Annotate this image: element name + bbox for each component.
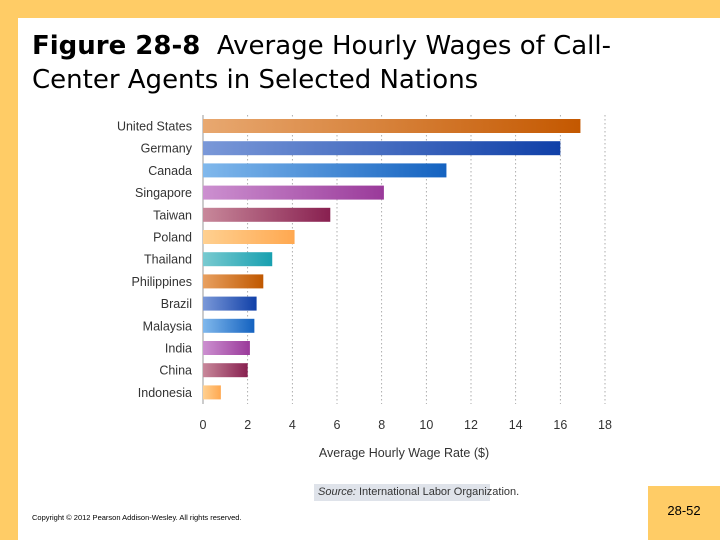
x-tick-label: 4 <box>289 418 296 432</box>
page-number-box: 28-52 <box>648 486 720 540</box>
x-tick-labels: 0 2 4 6 8 10 12 14 16 18 <box>200 418 612 432</box>
x-tick-label: 0 <box>200 418 207 432</box>
bar-india <box>203 341 250 355</box>
category-label-malaysia: Malaysia <box>143 319 192 333</box>
source-label: Source: <box>318 486 356 498</box>
x-tick-label: 8 <box>378 418 385 432</box>
category-label-thailand: Thailand <box>144 253 192 267</box>
figure-title: Average Hourly Wages of Call-Center Agen… <box>32 31 611 95</box>
category-label-taiwan: Taiwan <box>153 208 192 222</box>
category-label-indonesia: Indonesia <box>138 386 192 400</box>
bar-germany <box>203 141 561 156</box>
category-label-india: India <box>165 342 192 356</box>
bar-poland <box>203 230 295 244</box>
left-accent-bar <box>0 0 18 540</box>
category-label-china: China <box>159 364 192 378</box>
x-tick-label: 14 <box>509 418 523 432</box>
bar-singapore <box>203 185 384 200</box>
category-label-united-states: United States <box>117 120 192 134</box>
x-tick-label: 18 <box>598 418 612 432</box>
category-labels: United States Germany Canada Singapore Taiwa… <box>117 120 193 400</box>
category-label-philippines: Philippines <box>132 275 192 289</box>
x-tick-label: 2 <box>244 418 251 432</box>
category-label-germany: Germany <box>141 142 193 156</box>
source-note: Source: International Labor Organization… <box>314 484 519 501</box>
x-tick-label: 12 <box>464 418 478 432</box>
bar-thailand <box>203 252 273 267</box>
x-axis-label: Average Hourly Wage Rate ($) <box>319 446 489 460</box>
bar-malaysia <box>203 318 255 333</box>
x-tick-label: 10 <box>419 418 433 432</box>
bar-china <box>203 363 248 378</box>
category-label-singapore: Singapore <box>135 186 192 200</box>
figure-number: Figure 28-8 <box>32 31 201 61</box>
x-tick-label: 6 <box>334 418 341 432</box>
category-label-brazil: Brazil <box>161 297 192 311</box>
category-label-poland: Poland <box>153 231 192 245</box>
top-accent-bar <box>0 0 720 18</box>
bar-indonesia <box>203 385 221 400</box>
bar-philippines <box>203 274 264 289</box>
source-text: International Labor Organization. <box>358 486 520 498</box>
page-number: 28-52 <box>667 503 701 518</box>
category-label-canada: Canada <box>148 164 192 178</box>
bar-united-states <box>203 119 581 133</box>
slide-title: Figure 28-8 Average Hourly Wages of Call… <box>32 29 692 97</box>
bar-brazil <box>203 296 257 311</box>
x-tick-label: 16 <box>553 418 567 432</box>
copyright-notice: Copyright © 2012 Pearson Addison-Wesley.… <box>32 513 242 522</box>
bar-taiwan <box>203 207 331 222</box>
bars <box>203 119 581 400</box>
bar-canada <box>203 163 447 178</box>
